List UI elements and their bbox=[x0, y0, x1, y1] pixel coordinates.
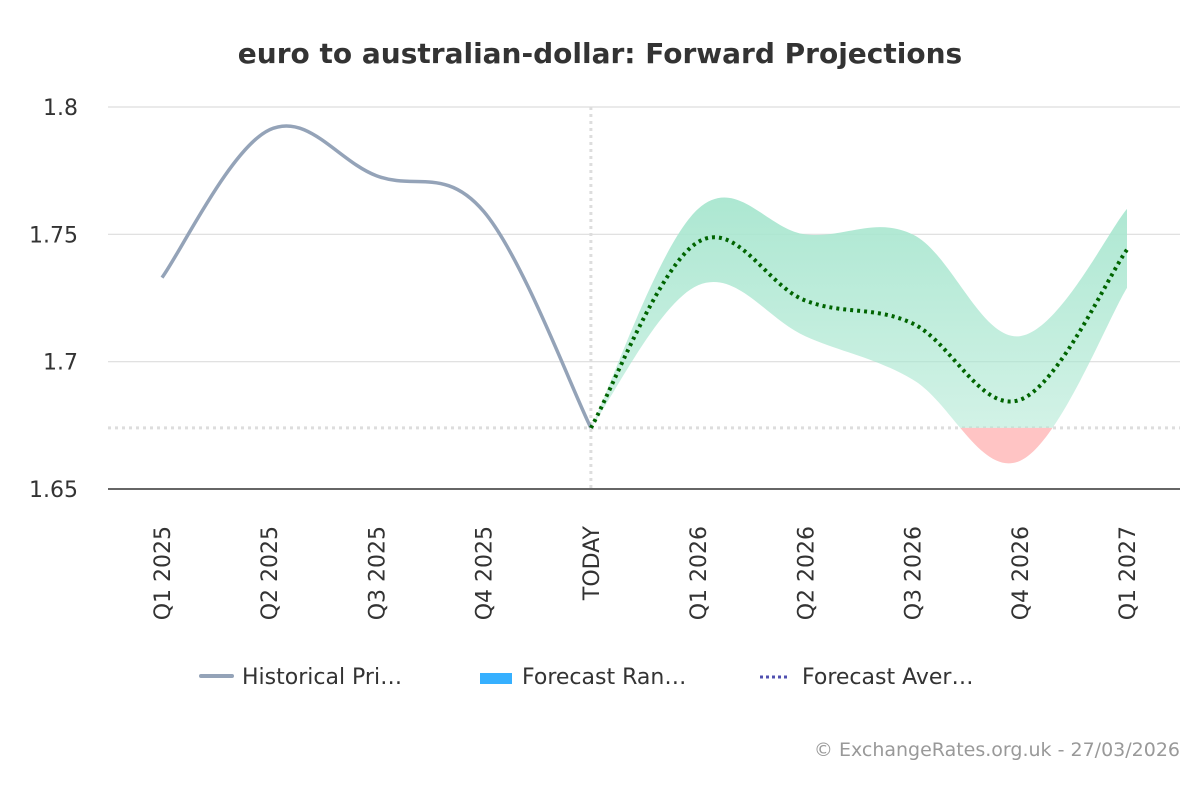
legend-range-label: Forecast Ran… bbox=[522, 665, 686, 690]
legend-item-average[interactable]: Forecast Aver… bbox=[760, 665, 973, 690]
y-tick-label: 1.65 bbox=[29, 478, 78, 503]
x-tick-label: Q1 2026 bbox=[687, 526, 712, 620]
legend-historical-label: Historical Pri… bbox=[242, 665, 402, 690]
x-tick-label: Q3 2026 bbox=[902, 526, 927, 620]
x-tick-label: Q4 2026 bbox=[1009, 526, 1034, 620]
y-tick-label: 1.75 bbox=[29, 223, 78, 248]
legend-average-label: Forecast Aver… bbox=[802, 665, 973, 690]
forecast-range-below-today-area bbox=[960, 427, 1053, 464]
forecast-average-line bbox=[589, 235, 1129, 429]
x-tick-label: Q1 2027 bbox=[1116, 526, 1141, 620]
legend: Historical Pri… Forecast Ran… Forecast A… bbox=[199, 665, 973, 690]
legend-range-swatch bbox=[480, 673, 512, 684]
x-tick-label: TODAY bbox=[580, 525, 605, 601]
x-tick-label: Q3 2025 bbox=[365, 526, 390, 620]
y-tick-label: 1.7 bbox=[43, 351, 78, 376]
x-tick-label: Q4 2025 bbox=[473, 526, 498, 620]
x-tick-label: Q1 2025 bbox=[151, 526, 176, 620]
x-tick-label: Q2 2025 bbox=[258, 526, 283, 620]
x-tick-label: Q2 2026 bbox=[794, 526, 819, 620]
credit-text: © ExchangeRates.org.uk - 27/03/2026 bbox=[814, 739, 1180, 761]
forecast-range-area bbox=[590, 197, 1127, 428]
y-tick-label: 1.8 bbox=[43, 96, 78, 121]
legend-item-range[interactable]: Forecast Ran… bbox=[480, 665, 686, 690]
legend-item-historical[interactable]: Historical Pri… bbox=[199, 665, 402, 690]
chart-title: euro to australian-dollar: Forward Proje… bbox=[238, 37, 962, 70]
historical-price-line bbox=[160, 124, 593, 429]
